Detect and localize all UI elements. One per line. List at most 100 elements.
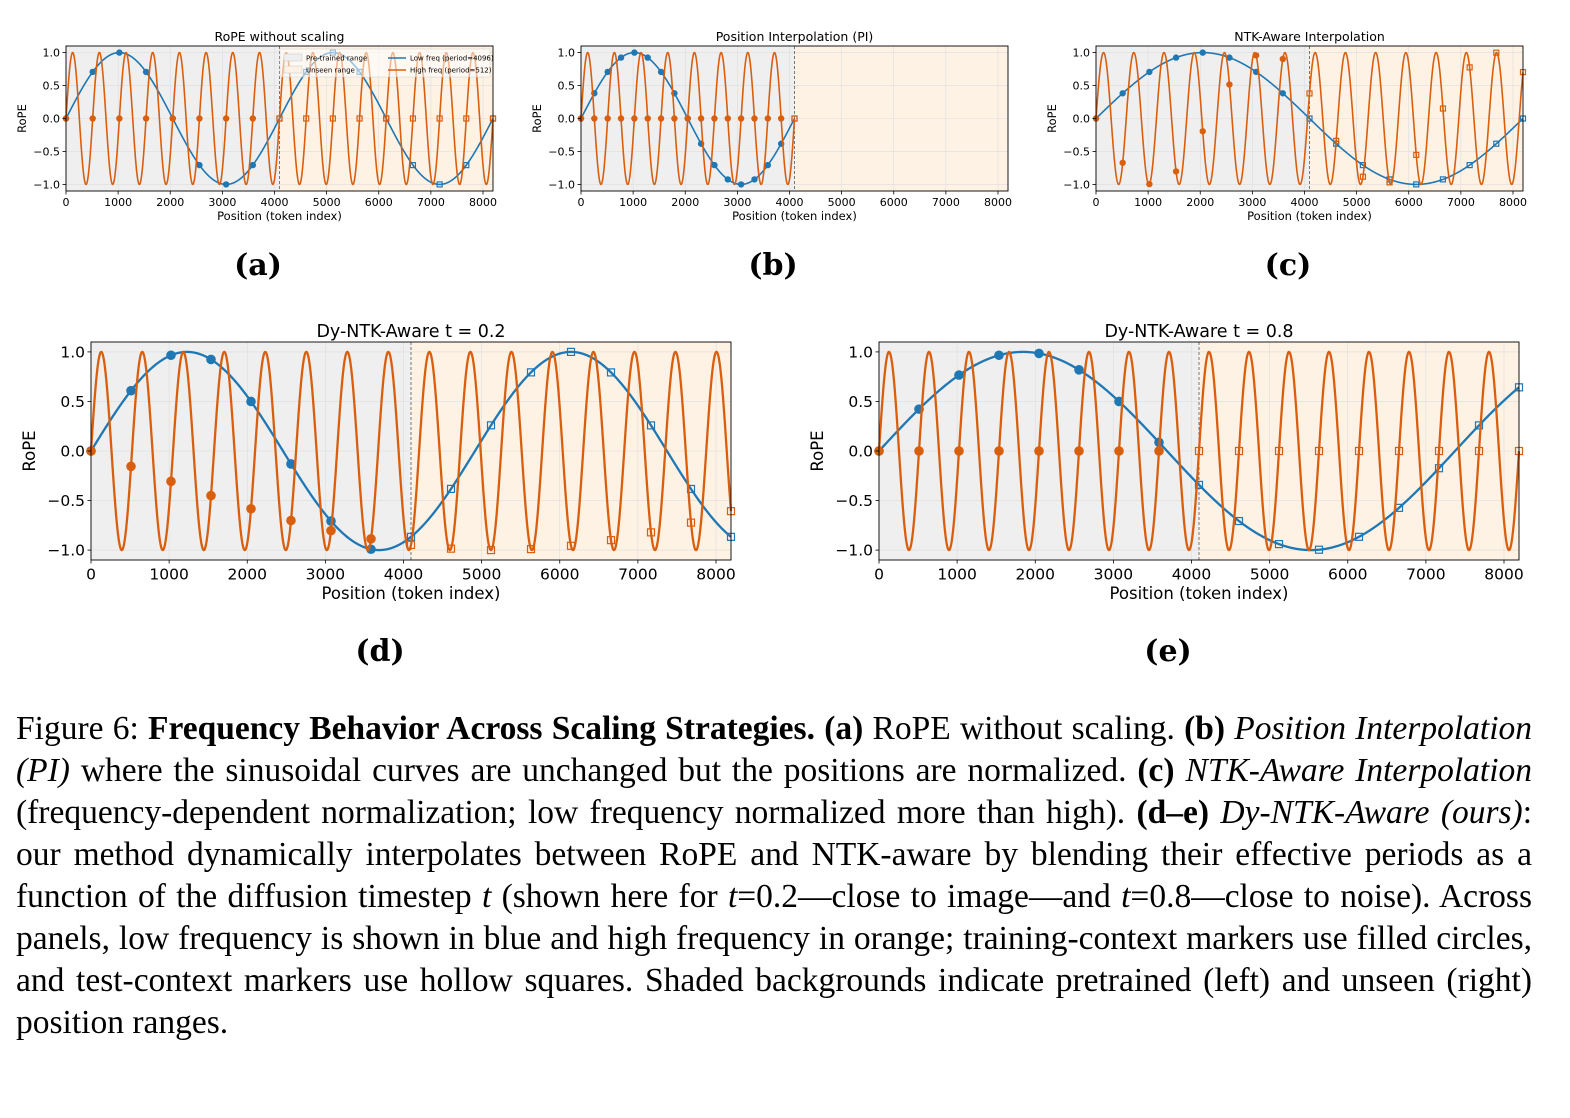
high-freq-train-marker <box>604 115 611 122</box>
high-freq-line <box>1095 51 1524 186</box>
low-freq-test-marker <box>1466 162 1473 169</box>
high-freq-train-marker <box>1199 128 1206 135</box>
y-tick-label: −0.5 <box>47 492 85 510</box>
high-freq-test-marker <box>446 544 456 553</box>
caption-de-text2: (shown here for <box>491 878 728 915</box>
low-freq-test-marker <box>526 368 536 377</box>
low-freq-test-marker <box>1413 181 1420 188</box>
low-freq-test-marker <box>1274 540 1284 549</box>
x-tick-label: 0 <box>1093 196 1100 209</box>
panel-label-b: (b) <box>748 248 798 283</box>
high-freq-test-marker <box>1314 446 1324 456</box>
high-freq-train-marker <box>246 503 256 514</box>
high-freq-train-marker <box>764 115 772 122</box>
low-freq-test-marker <box>1359 162 1366 169</box>
x-axis-label: Position (token index) <box>732 209 857 223</box>
y-tick-label: −0.5 <box>835 492 873 510</box>
x-tick-label: 7000 <box>932 196 960 209</box>
high-freq-train-marker <box>617 115 625 122</box>
high-freq-test-marker <box>606 536 616 545</box>
high-freq-train-marker <box>657 115 665 122</box>
x-tick-label: 6000 <box>540 566 579 584</box>
low-freq-test-marker <box>606 368 616 377</box>
low-freq-test-marker <box>1354 532 1364 541</box>
x-tick-label: 2000 <box>671 196 699 209</box>
x-tick-label: 6000 <box>880 196 908 209</box>
low-freq-train-marker <box>711 161 718 169</box>
y-tick-label: 1.0 <box>60 343 85 361</box>
x-tick-label: 5000 <box>1250 566 1289 584</box>
low-freq-test-marker <box>463 162 470 169</box>
x-tick-label: 4000 <box>384 566 423 584</box>
figure: 0 1000 2000 3000 4000 5000 6000 7000 8000 1.0 0.5 0… <box>15 29 1527 669</box>
x-tick-label: 6000 <box>1395 196 1423 209</box>
x-tick-label: 5000 <box>313 196 341 209</box>
high-freq-train-marker <box>1119 159 1126 166</box>
caption-de-label: (d–e) <box>1136 794 1210 831</box>
caption-b-label: (b) <box>1184 710 1226 747</box>
high-freq-test-marker <box>1359 173 1366 180</box>
high-freq-test-marker <box>383 115 390 122</box>
y-tick-label: 0.0 <box>60 443 85 461</box>
high-freq-train-marker <box>1146 180 1153 188</box>
low-freq-train-marker <box>116 49 123 56</box>
caption-b-text: where the sinusoidal curves are unchange… <box>69 752 1138 789</box>
chart-title: NTK-Aware Interpolation <box>1234 29 1385 44</box>
caption-prefix: Figure 6: <box>16 710 149 747</box>
low-freq-train-marker <box>617 54 625 61</box>
y-tick-label: 0.5 <box>558 80 576 93</box>
high-freq-train-marker <box>591 115 598 122</box>
high-freq-test-marker <box>526 545 536 554</box>
high-freq-train-marker <box>1226 81 1233 88</box>
high-freq-train-marker <box>1074 446 1084 456</box>
x-axis-label: Position (token index) <box>1110 584 1289 603</box>
high-freq-train-marker <box>954 446 964 456</box>
caption-a-text: RoPE without scaling. <box>863 710 1185 747</box>
legend-label: High freq (period=512) <box>410 67 492 75</box>
high-freq-train-marker <box>1114 446 1124 456</box>
x-tick-label: 5000 <box>828 196 856 209</box>
high-freq-test-marker <box>303 115 310 122</box>
low-freq-train-marker <box>222 181 230 188</box>
high-freq-train-marker <box>326 525 336 536</box>
high-freq-test-marker <box>1386 179 1393 186</box>
high-freq-test-marker <box>1434 446 1444 456</box>
high-freq-train-marker <box>697 115 705 122</box>
x-tick-label: 3000 <box>208 196 236 209</box>
low-freq-train-marker <box>954 370 964 380</box>
low-freq-train-marker <box>89 68 96 76</box>
low-freq-train-marker <box>246 396 256 407</box>
low-freq-test-marker <box>646 421 656 430</box>
high-freq-test-marker <box>1274 446 1284 456</box>
x-tick-label: 4000 <box>260 196 288 209</box>
high-freq-test-marker <box>406 540 416 549</box>
caption-a-label: (a) <box>824 710 864 747</box>
x-tick-label: 2000 <box>228 566 267 584</box>
y-axis-label: RoPE <box>1045 104 1059 133</box>
x-tick-label: 1000 <box>619 196 647 209</box>
low-freq-test-marker <box>436 181 443 188</box>
low-freq-test-marker <box>1234 516 1244 526</box>
x-tick-label: 2000 <box>1186 196 1214 209</box>
low-freq-test-marker <box>1493 140 1500 147</box>
panel-d-chart: 0 1000 2000 3000 4000 5000 6000 7000 8000 1.0 0.5 0… <box>20 322 736 603</box>
high-freq-test-marker <box>1234 446 1244 456</box>
caption-t-symbol: t <box>1121 878 1131 915</box>
x-tick-label: 5000 <box>462 566 501 584</box>
high-freq-test-marker <box>486 545 496 555</box>
y-tick-label: −1.0 <box>1063 178 1090 191</box>
y-axis-label: RoPE <box>530 104 544 133</box>
high-freq-train-marker <box>142 115 150 122</box>
x-tick-label: 2000 <box>156 196 184 209</box>
high-freq-train-marker <box>684 115 691 122</box>
high-freq-train-marker <box>366 534 376 544</box>
caption-de-text4: =0.8—close to noise). Across panels, low… <box>16 878 1532 1041</box>
high-freq-train-marker <box>737 115 745 122</box>
panel-c-chart: 0 1000 2000 3000 4000 5000 6000 7000 8000 1.0 0.5 0… <box>1045 29 1527 223</box>
y-tick-label: 0.0 <box>558 112 576 125</box>
high-freq-test-marker <box>1439 105 1447 112</box>
high-freq-train-marker <box>116 115 123 122</box>
figure-caption: Figure 6: Frequency Behavior Across Scal… <box>16 708 1532 1044</box>
low-freq-train-marker <box>631 49 638 56</box>
y-axis-label: RoPE <box>808 430 827 471</box>
